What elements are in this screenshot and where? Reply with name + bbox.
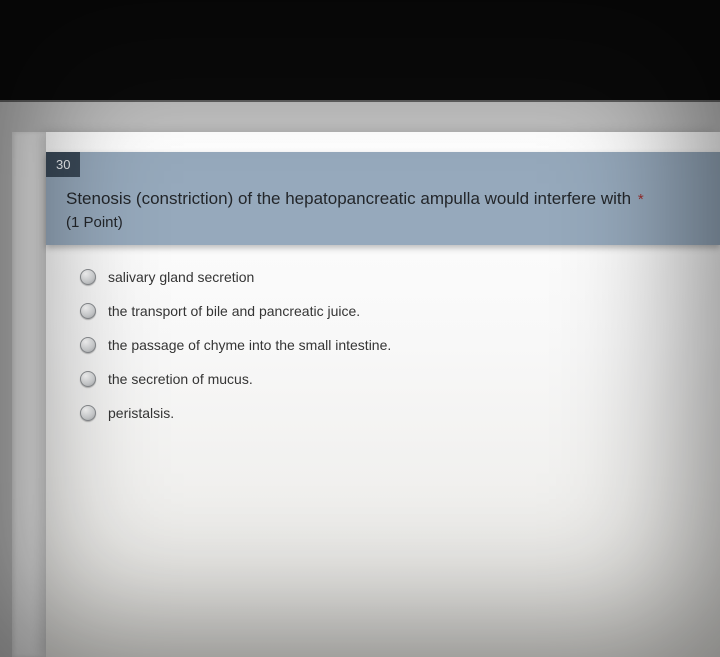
option-label: the passage of chyme into the small inte…: [108, 337, 391, 353]
monitor-screen: 30 Stenosis (constriction) of the hepato…: [0, 100, 720, 657]
left-strip: [12, 132, 46, 657]
radio-icon[interactable]: [80, 269, 96, 285]
quiz-page: 30 Stenosis (constriction) of the hepato…: [46, 132, 720, 657]
option-label: salivary gland secretion: [108, 269, 254, 285]
option-label: the transport of bile and pancreatic jui…: [108, 303, 360, 319]
options-list: salivary gland secretion the transport o…: [46, 269, 720, 421]
option-row[interactable]: the passage of chyme into the small inte…: [80, 337, 710, 353]
question-text: Stenosis (constriction) of the hepatopan…: [46, 187, 720, 212]
option-label: the secretion of mucus.: [108, 371, 253, 387]
required-marker: *: [638, 191, 644, 208]
option-row[interactable]: salivary gland secretion: [80, 269, 710, 285]
option-row[interactable]: peristalsis.: [80, 405, 710, 421]
radio-icon[interactable]: [80, 303, 96, 319]
question-header: 30 Stenosis (constriction) of the hepato…: [46, 152, 720, 245]
question-points: (1 Point): [46, 212, 720, 231]
option-label: peristalsis.: [108, 405, 174, 421]
radio-icon[interactable]: [80, 371, 96, 387]
option-row[interactable]: the transport of bile and pancreatic jui…: [80, 303, 710, 319]
question-prompt: Stenosis (constriction) of the hepatopan…: [66, 189, 631, 208]
radio-icon[interactable]: [80, 337, 96, 353]
radio-icon[interactable]: [80, 405, 96, 421]
option-row[interactable]: the secretion of mucus.: [80, 371, 710, 387]
question-number-badge: 30: [46, 152, 80, 177]
